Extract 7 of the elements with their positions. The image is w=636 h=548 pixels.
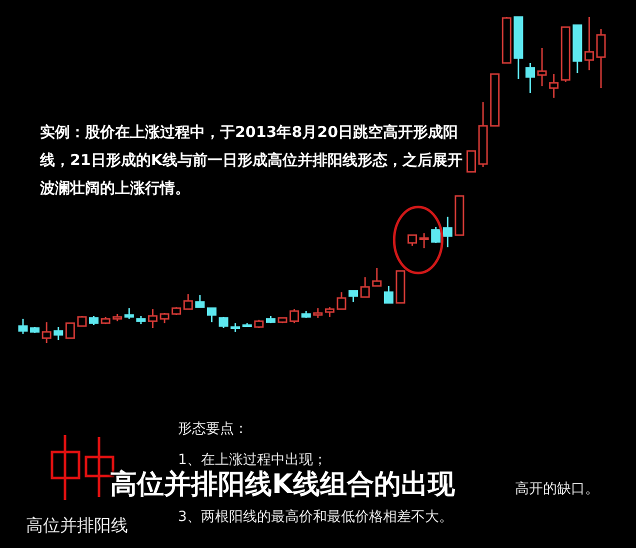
annotation: 实例：股价在上涨过程中，于2013年8月20日跳空高开形成阳线，21日形成的K线与前一日形成高位并排阳线形态，之后展开波澜壮阔的上涨行情。 xyxy=(40,122,464,199)
text: 高开的缺口。 xyxy=(515,480,599,498)
text: 3、两根阳线的最高价和最低价格相差不大。 xyxy=(178,508,453,526)
text: 高位并排阳线 xyxy=(26,515,128,537)
text: 1、在上涨过程中出现； xyxy=(178,451,327,469)
text: 高位并排阳线K线组合的出现 xyxy=(110,469,455,500)
text: 形态要点： xyxy=(178,420,248,438)
